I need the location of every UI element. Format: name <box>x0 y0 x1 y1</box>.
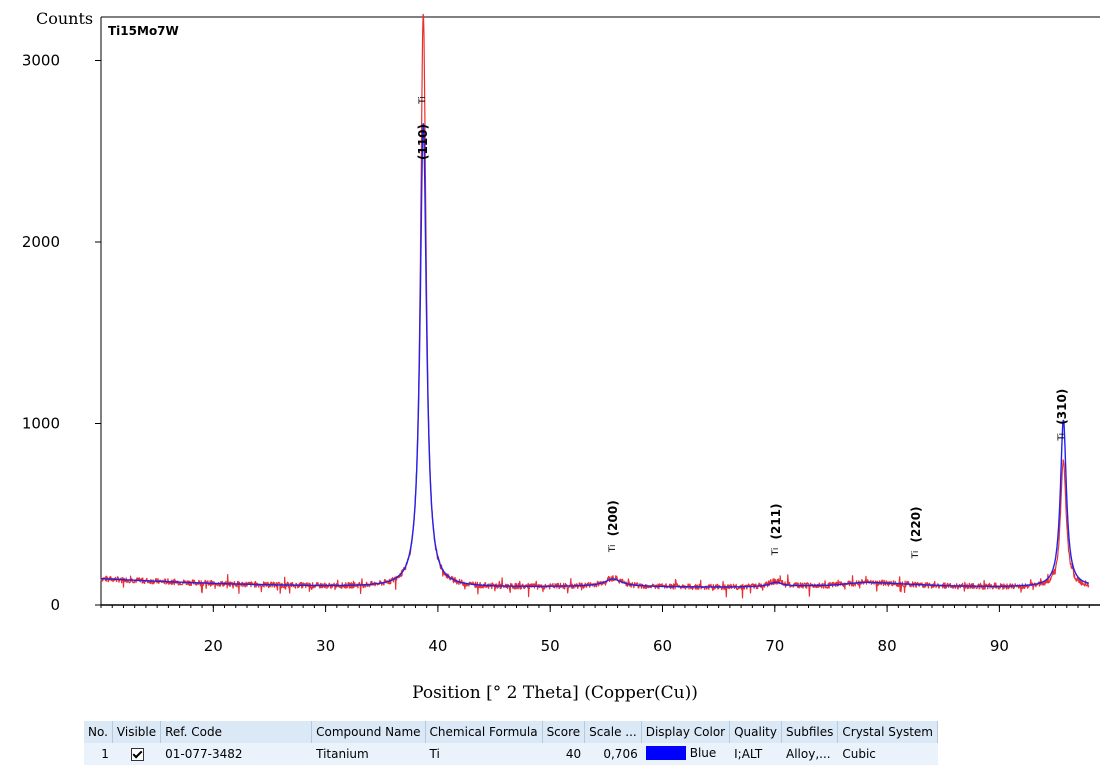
x-tick-label: 30 <box>316 637 335 655</box>
phase-table: No. Visible Ref. Code Compound Name Chem… <box>84 721 938 765</box>
row-ref-code: 01-077-3482 <box>161 743 313 765</box>
col-header-score[interactable]: Score <box>542 721 586 743</box>
col-header-no[interactable]: No. <box>84 721 113 743</box>
col-header-quality[interactable]: Quality <box>730 721 782 743</box>
peak-hkl-label: (200) <box>606 500 620 536</box>
phase-marker-symbol: Ti <box>418 96 428 105</box>
xrd-chart: Counts Ti15Mo7W Position [° 2 Theta] (Co… <box>22 9 1100 703</box>
axes: 20 30 40 50 60 70 80 90 0 1000 2000 3000 <box>22 16 1100 655</box>
phase-marker-symbol: Ti <box>608 544 618 553</box>
x-tick-label: 60 <box>653 637 672 655</box>
y-tick-label: 2000 <box>22 233 60 251</box>
row-subfiles: Alloy,... <box>782 743 839 765</box>
display-color-label: Blue <box>689 745 717 760</box>
row-scale: 0,706 <box>585 743 642 765</box>
peak-hkl-label: (110) <box>416 124 430 160</box>
peak-hkl-label: (211) <box>769 503 783 539</box>
phase-marker-symbol: Ti <box>1057 433 1067 442</box>
x-tick-label: 40 <box>428 637 447 655</box>
x-tick-label: 50 <box>541 637 560 655</box>
phase-marker-symbol: Ti <box>771 548 781 557</box>
row-quality: I;ALT <box>730 743 782 765</box>
peak-hkl-label: (310) <box>1055 389 1069 425</box>
col-header-compound-name[interactable]: Compound Name <box>312 721 426 743</box>
color-swatch <box>645 745 686 760</box>
y-tick-label: 0 <box>50 596 60 614</box>
phase-table-header: No. Visible Ref. Code Compound Name Chem… <box>84 721 938 743</box>
row-score: 40 <box>542 743 586 765</box>
col-header-scale[interactable]: Scale ... <box>585 721 642 743</box>
row-compound-name: Titanium <box>312 743 426 765</box>
y-axis-title: Counts <box>36 9 93 28</box>
x-axis-title: Position [° 2 Theta] (Copper(Cu)) <box>412 683 698 703</box>
y-tick-label: 3000 <box>22 52 60 70</box>
row-no: 1 <box>84 743 113 765</box>
col-header-subfiles[interactable]: Subfiles <box>782 721 839 743</box>
series-line-1 <box>100 123 1090 588</box>
col-header-display-color[interactable]: Display Color <box>641 721 731 743</box>
display-color-cell[interactable]: Blue <box>645 745 717 760</box>
phase-marker-symbol: Ti <box>911 551 921 560</box>
series-group <box>100 13 1090 599</box>
y-tick-label: 1000 <box>22 415 60 433</box>
col-header-chemical-formula[interactable]: Chemical Formula <box>425 721 543 743</box>
x-tick-label: 20 <box>204 637 223 655</box>
col-header-visible[interactable]: Visible <box>112 721 162 743</box>
reference-markers: Ti (110) Ti (200) Ti (211) Ti (220) Ti (310) <box>416 96 1069 559</box>
table-row[interactable]: 1 01-077-3482 Titanium Ti 40 0,706 Blue … <box>84 743 938 765</box>
x-tick-label: 70 <box>765 637 784 655</box>
row-chemical-formula: Ti <box>425 743 543 765</box>
col-header-crystal-system[interactable]: Crystal System <box>838 721 938 743</box>
row-crystal-system: Cubic <box>838 743 938 765</box>
visible-checkbox[interactable] <box>130 748 144 761</box>
col-header-ref-code[interactable]: Ref. Code <box>161 721 313 743</box>
sample-label: Ti15Mo7W <box>108 24 179 38</box>
x-tick-label: 80 <box>878 637 897 655</box>
peak-hkl-label: (220) <box>909 506 923 542</box>
x-tick-label: 90 <box>990 637 1009 655</box>
series-line-0 <box>100 13 1090 599</box>
